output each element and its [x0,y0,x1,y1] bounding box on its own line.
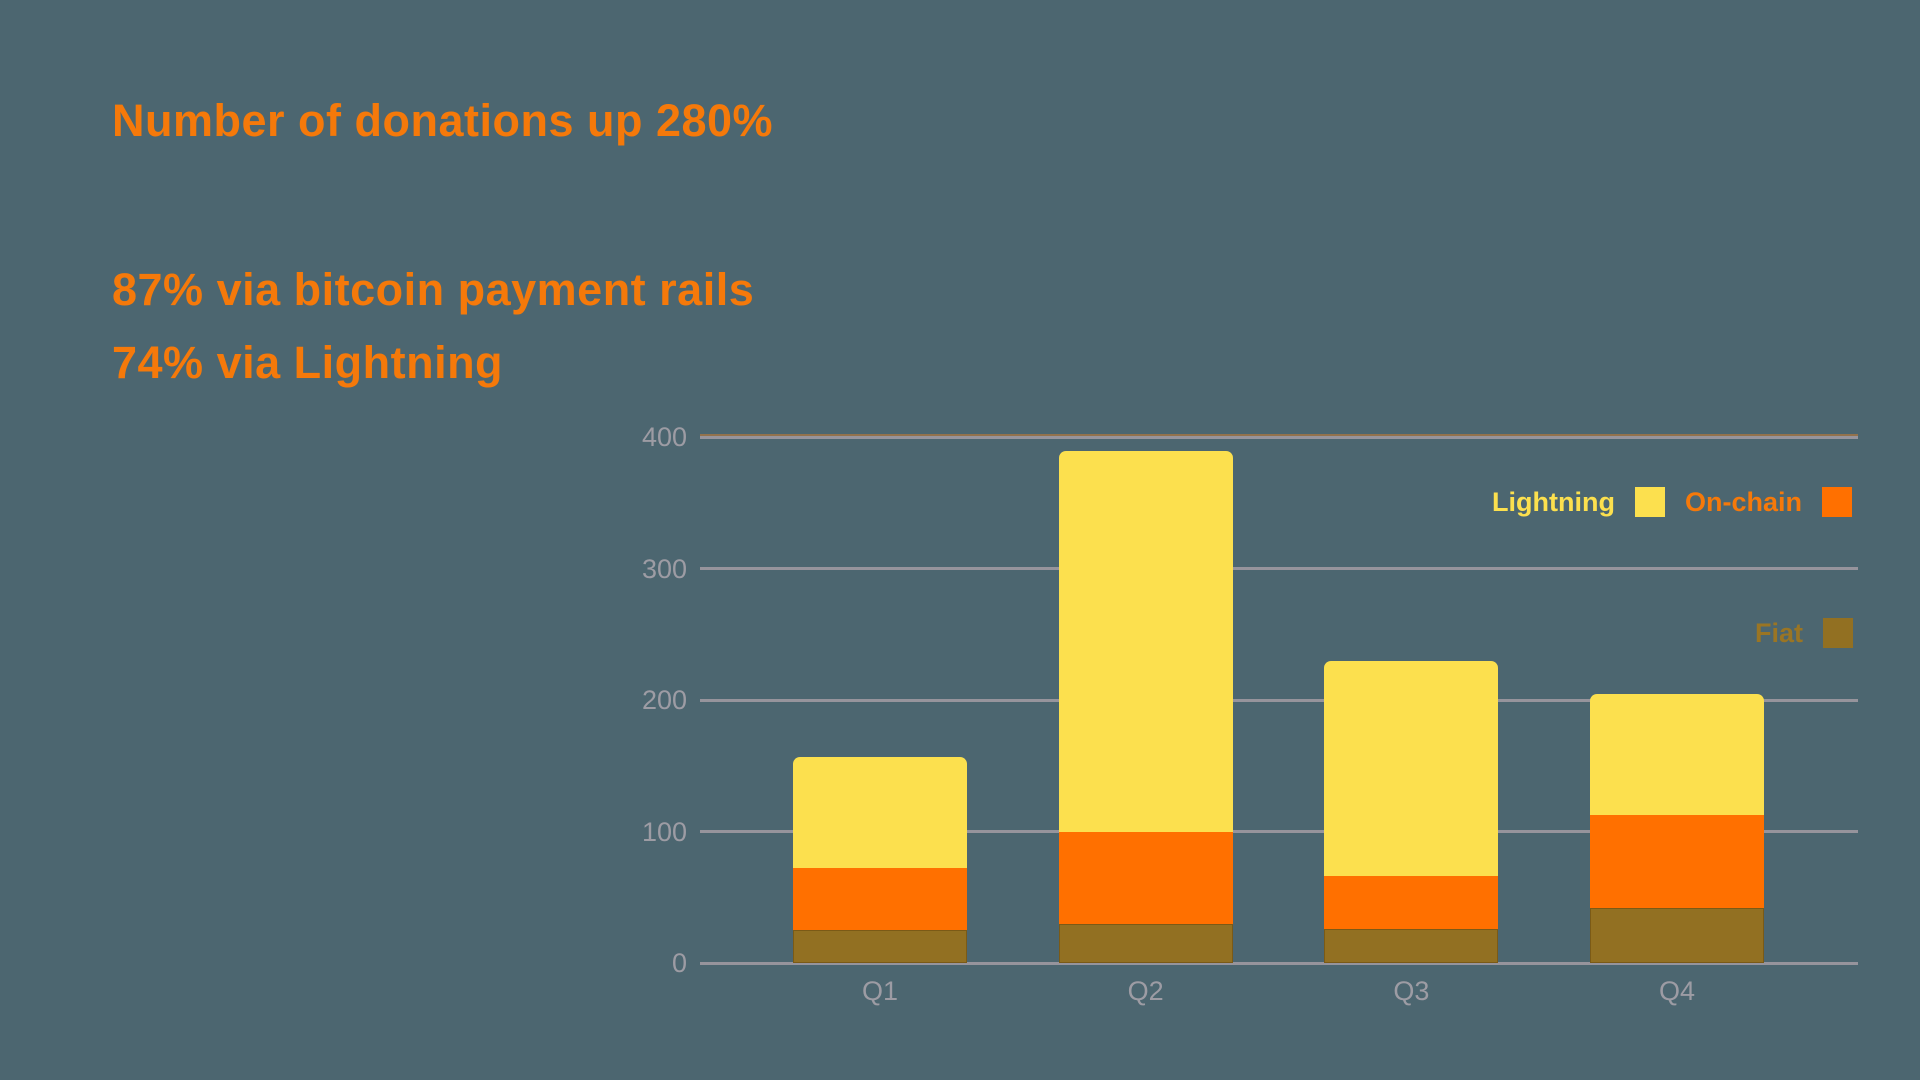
x-axis-category-label: Q3 [1393,976,1430,1006]
gridline-0 [700,961,1858,965]
x-axis-category-label: Q4 [1658,976,1696,1006]
headline-bitcoin-rails: 87% via bitcoin payment rails [112,264,755,315]
y-axis-tick-label: 400 [641,422,687,453]
legend-swatch-fiat [1823,618,1853,648]
gridline-400 [700,435,1858,439]
legend-item-on-chain: On-chain [1685,487,1852,517]
bar-q2-on-chain-segment [1058,831,1233,924]
headline-via-lightning: 74% via Lightning [112,337,504,388]
legend-swatch-lightning [1635,487,1665,517]
x-axis-category-label: Q1 [861,976,899,1006]
gridline-300 [700,567,1858,571]
bar-q3-lightning-segment [1324,660,1499,877]
headline-donations-up: Number of donations up 280% [112,95,774,146]
bar-q2-lightning-segment [1058,450,1233,832]
gridline-200 [700,698,1858,702]
bar-q1-on-chain-segment [793,868,967,931]
bar-q4-lightning-segment [1590,693,1764,815]
bar-q3-fiat-segment [1324,928,1499,963]
legend-label-on-chain: On-chain [1684,486,1802,517]
bar-q3-on-chain-segment [1324,876,1499,929]
legend-swatch-on-chain [1822,487,1852,517]
bar-q1-lightning-segment [793,756,967,869]
bar-q4-fiat-segment [1590,907,1764,963]
y-axis-tick-label: 300 [641,553,687,584]
y-axis-tick-label: 200 [641,685,687,716]
legend-label-lightning: Lightning [1492,486,1615,517]
gridline-100 [700,830,1858,834]
bar-q4-on-chain-segment [1590,814,1764,908]
bar-q1-fiat-segment [793,930,967,963]
legend-label-fiat: Fiat [1754,617,1803,648]
bar-q2-fiat-segment [1058,923,1233,963]
legend-item-fiat: Fiat [1755,618,1853,648]
legend-item-lightning: Lightning [1492,487,1665,517]
y-axis-tick-label: 100 [641,816,687,847]
x-axis-category-label: Q2 [1127,976,1164,1006]
y-axis-tick-label: 0 [671,948,687,978]
